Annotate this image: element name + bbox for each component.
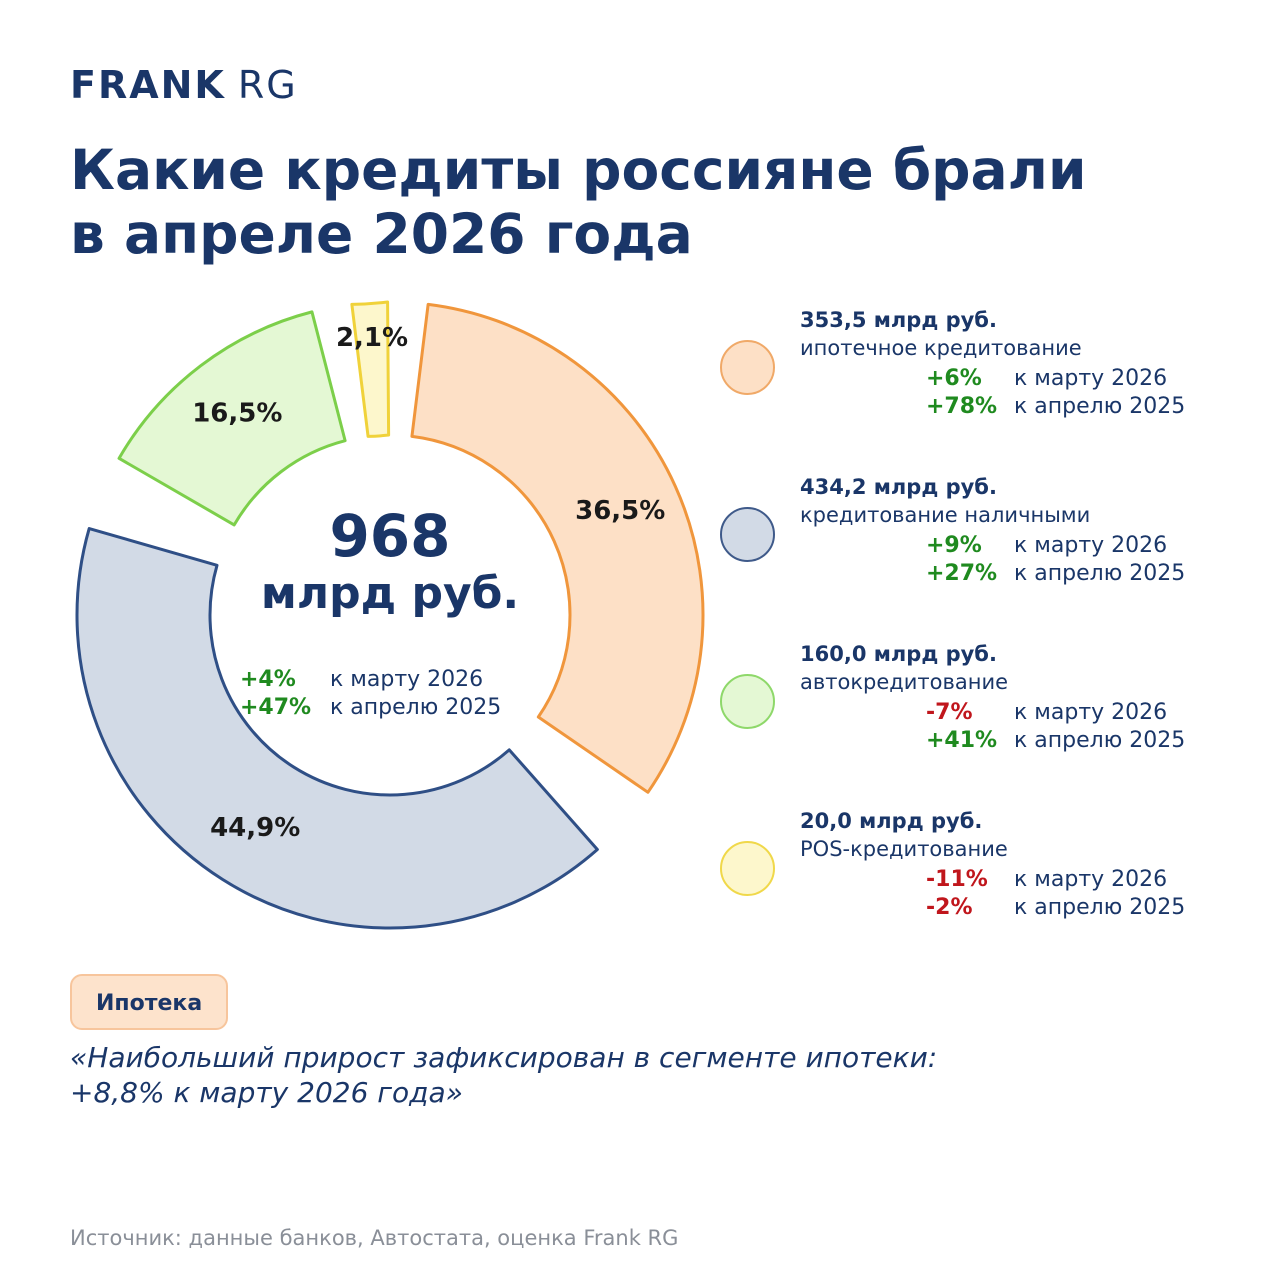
change-value: +6% bbox=[926, 366, 982, 391]
title-line-2: в апреле 2026 года bbox=[70, 202, 693, 266]
change-label: к марту 2026 bbox=[330, 667, 484, 692]
total-changes: +4% к марту 2026 +47% к апрелю 2025 bbox=[240, 666, 540, 726]
slice-cash-loans bbox=[75, 527, 599, 930]
change-value: +41% bbox=[926, 728, 998, 753]
total-unit: млрд руб. bbox=[260, 568, 520, 619]
legend-name: автокредитование bbox=[800, 670, 1009, 694]
source-note: Источник: данные банков, Автостата, оцен… bbox=[70, 1226, 679, 1250]
change-label: к марту 2026 bbox=[1014, 700, 1168, 725]
slice-label-auto-loans: 16,5% bbox=[192, 398, 282, 428]
legend-changes: +6% к марту 2026 +78% к апрелю 2025 bbox=[926, 365, 1226, 425]
legend-amount: 353,5 млрд руб. bbox=[800, 308, 997, 332]
slice-label-mortgage: 36,5% bbox=[575, 496, 665, 526]
change-value: +47% bbox=[240, 695, 312, 720]
legend-amount: 160,0 млрд руб. bbox=[800, 642, 997, 666]
quote: «Наибольший прирост зафиксирован в сегме… bbox=[70, 1040, 1070, 1110]
slice-mortgage bbox=[410, 302, 705, 794]
legend-changes: -7% к марту 2026 +41% к апрелю 2025 bbox=[926, 699, 1226, 759]
change-value: -2% bbox=[926, 895, 973, 920]
change-label: к марту 2026 bbox=[1014, 366, 1168, 391]
change-label: к апрелю 2025 bbox=[1014, 895, 1186, 920]
change-label: к апрелю 2025 bbox=[330, 695, 502, 720]
slice-label-cash-loans: 44,9% bbox=[210, 813, 300, 843]
legend-item-mortgage: 353,5 млрд руб. ипотечное кредитование +… bbox=[718, 306, 1238, 436]
legend-swatch bbox=[720, 674, 775, 729]
legend-item-auto-loans: 160,0 млрд руб. автокредитование -7% к м… bbox=[718, 640, 1238, 770]
change-label: к апрелю 2025 bbox=[1014, 561, 1186, 586]
quote-line-2: +8,8% к марту 2026 года» bbox=[70, 1076, 463, 1109]
legend-amount: 434,2 млрд руб. bbox=[800, 475, 997, 499]
donut-chart: 36,5% 44,9% 16,5% 2,1% bbox=[75, 300, 705, 930]
quote-line-1: «Наибольший прирост зафиксирован в сегме… bbox=[70, 1041, 938, 1074]
brand-logo: FRANK RG bbox=[70, 66, 298, 104]
legend-item-pos-loans: 20,0 млрд руб. POS-кредитование -11% к м… bbox=[718, 807, 1238, 937]
donut-center: 968 млрд руб. bbox=[190, 505, 590, 621]
total-value: 968 bbox=[329, 502, 451, 570]
legend-swatch bbox=[720, 841, 775, 896]
change-label: к марту 2026 bbox=[1014, 533, 1168, 558]
slice-pos-loans bbox=[350, 300, 391, 438]
legend-name: POS-кредитование bbox=[800, 837, 1008, 861]
title-line-1: Какие кредиты россияне брали bbox=[70, 138, 1087, 202]
slice-label-pos-loans: 2,1% bbox=[336, 323, 408, 353]
slice-auto-loans bbox=[117, 310, 347, 527]
legend-changes: -11% к марту 2026 -2% к апрелю 2025 bbox=[926, 866, 1226, 926]
legend-swatch bbox=[720, 507, 775, 562]
change-value: -11% bbox=[926, 867, 988, 892]
legend-swatch bbox=[720, 340, 775, 395]
legend-item-cash-loans: 434,2 млрд руб. кредитование наличными +… bbox=[718, 473, 1238, 603]
page-title: Какие кредиты россияне брали в апреле 20… bbox=[70, 138, 1170, 266]
mortgage-badge: Ипотека bbox=[70, 974, 229, 1030]
logo-light: RG bbox=[237, 63, 298, 107]
change-value: -7% bbox=[926, 700, 973, 725]
legend-name: кредитование наличными bbox=[800, 503, 1091, 527]
change-label: к марту 2026 bbox=[1014, 867, 1168, 892]
legend-name: ипотечное кредитование bbox=[800, 336, 1082, 360]
change-value: +27% bbox=[926, 561, 998, 586]
change-label: к апрелю 2025 bbox=[1014, 394, 1186, 419]
change-label: к апрелю 2025 bbox=[1014, 728, 1186, 753]
legend-amount: 20,0 млрд руб. bbox=[800, 809, 983, 833]
change-value: +9% bbox=[926, 533, 982, 558]
legend-changes: +9% к марту 2026 +27% к апрелю 2025 bbox=[926, 532, 1226, 592]
logo-bold: FRANK bbox=[70, 63, 226, 107]
change-value: +78% bbox=[926, 394, 998, 419]
change-value: +4% bbox=[240, 667, 296, 692]
